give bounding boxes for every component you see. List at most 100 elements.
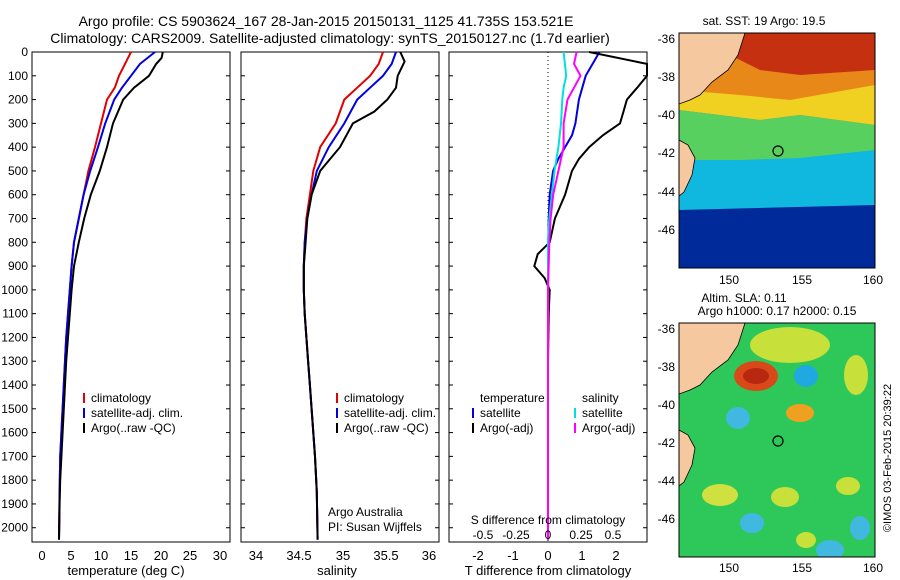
sdiff-tick-025: 0.25 bbox=[569, 528, 593, 542]
sst-ytick-40: -40 bbox=[658, 108, 676, 122]
temperature-xlabel: temperature (deg C) bbox=[67, 563, 184, 578]
sla-eddy-yellow-2 bbox=[844, 355, 868, 395]
diff-tick-0: 0 bbox=[544, 548, 551, 563]
depth-tick-label: 100 bbox=[8, 69, 28, 83]
sst-xtick-155: 155 bbox=[792, 273, 812, 287]
sst-map-title: sat. SST: 19 Argo: 19.5 bbox=[703, 14, 826, 28]
sst-tasmania bbox=[679, 139, 696, 197]
sla-eddy-yellow-6 bbox=[796, 532, 816, 548]
sla-eddy-yellow-4 bbox=[771, 487, 799, 507]
sal-legend-climatology: climatology bbox=[344, 391, 404, 405]
diff-legend-salinity-title: salinity bbox=[582, 391, 619, 405]
difference-plot bbox=[533, 51, 648, 542]
series-salinity-argo-adj bbox=[547, 51, 582, 540]
depth-tick-label: 600 bbox=[8, 188, 28, 202]
depth-tick-label: 1700 bbox=[1, 449, 28, 463]
temp-tick-0: 0 bbox=[38, 548, 45, 563]
sst-band-red bbox=[720, 33, 875, 75]
depth-tick-label: 1100 bbox=[2, 307, 28, 321]
sla-map-subtitle: Argo h1000: 0.17 h2000: 0.15 bbox=[698, 304, 857, 318]
sla-ytick-40: -40 bbox=[658, 398, 676, 412]
sal-legend-argo: Argo(..raw -QC) bbox=[344, 421, 429, 435]
credit-pi: PI: Susan Wijffels bbox=[328, 520, 422, 534]
salinity-xlabel: salinity bbox=[317, 563, 357, 578]
salinity-legend: climatology satellite-adj. clim. Argo(..… bbox=[336, 391, 436, 435]
sla-eddy-yellow-1 bbox=[750, 327, 830, 363]
diff-legend-sargo: Argo(-adj) bbox=[582, 421, 635, 435]
sla-eddy-yellow-5 bbox=[836, 477, 860, 495]
series-argo-raw-qc bbox=[58, 51, 164, 540]
s-difference-axis: -0.5 -0.25 0 0.25 0.5 bbox=[473, 528, 622, 542]
salinity-panel bbox=[240, 51, 440, 543]
depth-tick-label: 1200 bbox=[1, 330, 28, 344]
depth-tick-label: 1900 bbox=[1, 497, 28, 511]
sla-y-axis: -36 -38 -40 -42 -44 -46 bbox=[658, 322, 676, 526]
s-difference-label: S difference from climatology bbox=[471, 513, 626, 527]
sst-band-darkblue bbox=[679, 205, 875, 268]
sla-eddy-blue-3 bbox=[740, 513, 764, 533]
sst-band-green bbox=[679, 110, 875, 160]
sla-ytick-36: -36 bbox=[658, 322, 676, 336]
salinity-x-axis: 34 34.5 35 35.5 36 bbox=[249, 548, 436, 563]
temp-tick-20: 20 bbox=[154, 548, 168, 563]
header-title: Argo profile: CS 5903624_167 28-Jan-2015… bbox=[79, 13, 574, 29]
depth-tick-label: 200 bbox=[8, 93, 28, 107]
difference-xlabel: T difference from climatology bbox=[465, 563, 632, 578]
sla-tasmania bbox=[679, 429, 696, 487]
depth-tick-label: 0 bbox=[21, 45, 28, 59]
sla-ytick-38: -38 bbox=[658, 360, 676, 374]
sla-eddy-blue-5 bbox=[850, 516, 870, 540]
sla-ytick-44: -44 bbox=[658, 474, 676, 488]
sla-eddy-blue-1 bbox=[794, 365, 818, 387]
sla-land bbox=[679, 323, 746, 395]
credit-argo-australia: Argo Australia bbox=[328, 505, 403, 519]
depth-tick-label: 800 bbox=[8, 235, 28, 249]
legend-argo: Argo(..raw -QC) bbox=[91, 421, 176, 435]
diff-tick-1: 1 bbox=[578, 548, 585, 563]
diff-legend-tsat: satellite bbox=[480, 406, 521, 420]
depth-tick-label: 400 bbox=[8, 140, 28, 154]
depth-tick-label: 300 bbox=[8, 116, 28, 130]
diff-legend-targo: Argo(-adj) bbox=[480, 421, 533, 435]
series-argo-raw-qc bbox=[302, 51, 406, 540]
sst-argo-marker bbox=[772, 145, 784, 157]
sst-ytick-42: -42 bbox=[658, 146, 676, 160]
sla-ytick-42: -42 bbox=[658, 436, 676, 450]
diff-tick-2: 2 bbox=[612, 548, 619, 563]
depth-tick-label: 700 bbox=[8, 212, 28, 226]
sla-xtick-160: 160 bbox=[863, 561, 883, 575]
temp-tick-5: 5 bbox=[67, 548, 74, 563]
temp-tick-10: 10 bbox=[94, 548, 108, 563]
diff-legend-ssat: satellite bbox=[582, 406, 623, 420]
series-temperature-argo-adj bbox=[533, 51, 648, 540]
difference-x-axis: -2 -1 0 1 2 bbox=[472, 548, 619, 563]
temperature-plot bbox=[58, 51, 164, 540]
sst-ytick-46: -46 bbox=[658, 223, 676, 237]
temp-tick-30: 30 bbox=[213, 548, 227, 563]
sal-legend-satellite: satellite-adj. clim. bbox=[344, 406, 436, 420]
sdiff-tick-m025: -0.25 bbox=[502, 528, 530, 542]
sdiff-tick-m05: -0.5 bbox=[473, 528, 494, 542]
temp-tick-25: 25 bbox=[183, 548, 197, 563]
sst-ytick-38: -38 bbox=[658, 70, 676, 84]
legend-climatology: climatology bbox=[91, 391, 151, 405]
sdiff-tick-0: 0 bbox=[545, 528, 552, 542]
sla-map bbox=[678, 322, 876, 558]
sla-x-axis: 150 155 160 bbox=[719, 561, 883, 575]
sla-eddy-blue-4 bbox=[816, 540, 844, 557]
diff-tick-m1: -1 bbox=[507, 548, 519, 563]
salinity-plot bbox=[302, 51, 406, 540]
sst-y-axis: -36 -38 -40 -42 -44 -46 bbox=[658, 32, 676, 237]
temperature-legend: climatology satellite-adj. clim. Argo(..… bbox=[83, 391, 183, 435]
sla-ytick-46: -46 bbox=[658, 512, 676, 526]
depth-tick-label: 500 bbox=[8, 164, 28, 178]
depth-tick-label: 2000 bbox=[1, 521, 28, 535]
sst-frame bbox=[678, 32, 876, 269]
sla-xtick-155: 155 bbox=[792, 561, 812, 575]
sst-ytick-36: -36 bbox=[658, 32, 676, 46]
depth-tick-label: 900 bbox=[8, 259, 28, 273]
sla-eddy-blue-2 bbox=[726, 407, 750, 429]
sal-tick-34-5: 34.5 bbox=[286, 548, 311, 563]
depth-tick-label: 1500 bbox=[1, 402, 28, 416]
